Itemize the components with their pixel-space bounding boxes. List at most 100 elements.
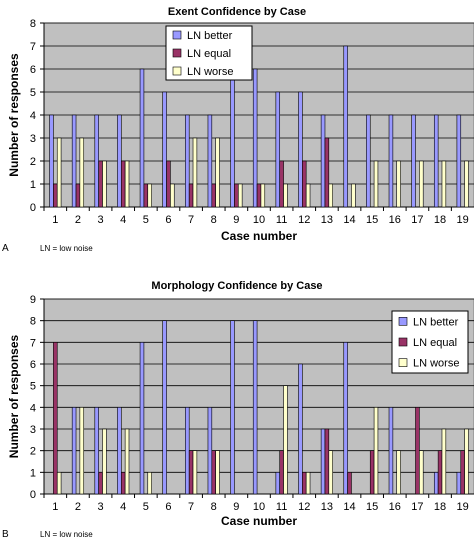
x-tick-label: 9 — [233, 501, 239, 513]
bar-ln-equal-case-8 — [211, 450, 216, 495]
x-tick-label: 15 — [366, 501, 378, 513]
bar-ln-better-case-14 — [343, 45, 348, 208]
x-tick-label: 9 — [233, 214, 239, 226]
bar-ln-better-case-7 — [185, 407, 190, 495]
bar-ln-better-case-9 — [230, 68, 235, 208]
legend-swatch — [398, 358, 408, 367]
legend-swatch — [398, 337, 408, 347]
bar-ln-worse-case-13 — [328, 183, 333, 208]
x-tick-label: 15 — [366, 214, 378, 226]
x-tick-label: 3 — [98, 214, 104, 226]
y-tick-label: 7 — [30, 41, 36, 53]
x-tick-label: 8 — [211, 501, 217, 513]
bar-ln-better-case-16 — [388, 407, 394, 495]
bar-ln-better-case-19 — [456, 114, 462, 208]
bar-ln-equal-case-17 — [415, 407, 420, 495]
x-axis-label: Case number — [221, 229, 297, 243]
x-tick-label: 5 — [143, 214, 149, 226]
bar-ln-equal-case-5 — [143, 183, 149, 208]
bar-ln-better-case-17 — [411, 114, 416, 208]
y-tick-label: 2 — [30, 156, 36, 168]
bar-ln-worse-case-19 — [464, 160, 469, 208]
x-tick-label: 2 — [75, 501, 81, 513]
bar-ln-worse-case-5 — [147, 472, 152, 495]
x-tick-label: 4 — [120, 501, 126, 513]
bar-ln-equal-case-12 — [302, 160, 307, 208]
bar-ln-equal-case-13 — [324, 137, 330, 208]
bar-ln-equal-case-3 — [98, 160, 103, 208]
bar-ln-equal-case-13 — [324, 428, 330, 495]
bar-ln-equal-case-11 — [279, 160, 284, 208]
x-tick-label: 14 — [343, 501, 355, 513]
bar-ln-worse-case-5 — [147, 183, 152, 208]
bar-ln-better-case-14 — [343, 342, 348, 495]
bar-ln-equal-case-2 — [75, 183, 81, 208]
bar-ln-equal-case-12 — [302, 472, 307, 495]
bar-ln-worse-case-15 — [373, 407, 379, 495]
bar-ln-worse-case-8 — [215, 137, 220, 208]
bar-ln-better-case-4 — [117, 407, 122, 495]
legend-entry: LN equal — [187, 48, 231, 60]
x-tick-label: 2 — [75, 214, 81, 226]
x-tick-label: 7 — [188, 501, 194, 513]
bar-ln-better-case-2 — [71, 114, 77, 208]
y-tick-label: 5 — [30, 381, 36, 393]
bar-ln-equal-case-11 — [279, 450, 284, 495]
y-axis-label: Number of responses — [7, 53, 21, 177]
y-tick-label: 0 — [30, 202, 36, 214]
y-tick-label: 3 — [30, 424, 36, 436]
bar-ln-better-case-1 — [49, 114, 54, 208]
x-tick-label: 1 — [52, 501, 58, 513]
bar-ln-better-case-5 — [139, 342, 145, 495]
x-tick-label: 3 — [98, 501, 104, 513]
legend-swatch — [172, 48, 182, 58]
bar-ln-worse-case-10 — [260, 183, 266, 208]
legend-entry: LN worse — [413, 358, 459, 370]
chart-title: Exent Confidence by Case — [168, 6, 306, 18]
bar-ln-better-case-3 — [94, 114, 99, 208]
x-tick-label: 19 — [457, 501, 469, 513]
y-tick-label: 7 — [30, 337, 36, 349]
y-tick-label: 6 — [30, 359, 36, 371]
bar-ln-equal-case-9 — [234, 183, 239, 208]
bar-ln-worse-case-14 — [351, 183, 356, 208]
bar-ln-worse-case-3 — [102, 160, 107, 208]
bar-ln-equal-case-3 — [98, 472, 103, 495]
bar-ln-worse-case-17 — [419, 450, 424, 495]
x-tick-label: 5 — [143, 501, 149, 513]
bar-ln-better-case-10 — [252, 320, 258, 495]
y-tick-label: 9 — [30, 294, 36, 306]
legend-entry: LN worse — [187, 66, 233, 78]
x-tick-label: 6 — [165, 501, 171, 513]
bar-ln-better-case-15 — [366, 114, 371, 208]
x-tick-label: 17 — [411, 214, 423, 226]
bar-ln-better-case-8 — [207, 114, 213, 208]
bar-ln-equal-case-7 — [188, 450, 194, 495]
bar-ln-equal-case-7 — [188, 183, 194, 208]
bar-ln-worse-case-12 — [305, 472, 311, 495]
x-tick-label: 16 — [389, 501, 401, 513]
bar-ln-worse-case-7 — [192, 450, 198, 495]
x-tick-label: 1 — [52, 214, 58, 226]
x-tick-label: 12 — [298, 501, 310, 513]
footnote: LN = low noise — [40, 244, 93, 253]
bar-ln-worse-case-18 — [441, 428, 447, 495]
legend-swatch — [172, 66, 182, 76]
bar-ln-worse-case-16 — [396, 450, 401, 495]
bar-ln-equal-case-18 — [437, 450, 443, 495]
y-tick-label: 8 — [30, 18, 36, 30]
x-axis-label: Case number — [221, 514, 297, 528]
bar-ln-equal-case-14 — [347, 472, 352, 495]
legend-swatch — [398, 317, 408, 326]
bar-ln-equal-case-15 — [369, 450, 375, 495]
x-tick-label: 8 — [211, 214, 217, 226]
legend-entry: LN better — [187, 30, 233, 42]
legend-entry: LN equal — [413, 337, 457, 349]
y-tick-label: 2 — [30, 446, 36, 458]
bar-ln-better-case-5 — [139, 68, 145, 208]
bar-ln-equal-case-1 — [53, 183, 58, 208]
bar-ln-worse-case-9 — [237, 183, 243, 208]
y-tick-label: 8 — [30, 316, 36, 328]
y-tick-label: 5 — [30, 87, 36, 99]
